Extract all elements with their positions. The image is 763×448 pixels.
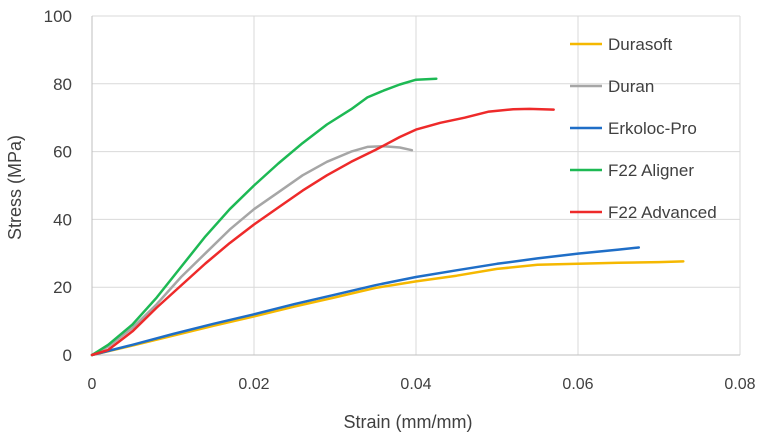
- grid-lines: [92, 15, 741, 355]
- legend-label-erkoloc-pro: Erkoloc-Pro: [608, 119, 697, 138]
- axes: [91, 16, 740, 356]
- y-axis-label: Stress (MPa): [5, 135, 25, 240]
- series-line-erkoloc-pro: [90, 246, 641, 357]
- y-tick-labels: 0 20 40 60 80 100: [44, 7, 72, 365]
- legend: Durasoft Duran Erkoloc-Pro F22 Aligner F22 A…: [570, 35, 717, 222]
- y-tick-label: 60: [53, 143, 72, 162]
- legend-label-f22-advanced: F22 Advanced: [608, 203, 717, 222]
- x-tick-label: 0.08: [724, 376, 755, 393]
- series-line-f22-aligner: [90, 77, 438, 357]
- y-tick-label: 80: [53, 75, 72, 94]
- x-tick-labels: 0 0.02 0.04 0.06 0.08: [88, 376, 756, 393]
- series-line-duran: [90, 144, 414, 357]
- y-tick-label: 100: [44, 7, 72, 26]
- series-line-f22-advanced: [90, 107, 555, 357]
- legend-label-f22-aligner: F22 Aligner: [608, 161, 694, 180]
- y-tick-label: 0: [63, 346, 72, 365]
- legend-label-duran: Duran: [608, 77, 654, 96]
- x-tick-label: 0.04: [400, 376, 431, 393]
- x-tick-label: 0: [88, 376, 97, 393]
- legend-label-durasoft: Durasoft: [608, 35, 673, 54]
- series-lines: [90, 77, 685, 357]
- y-tick-label: 40: [53, 210, 72, 229]
- x-axis-label: Strain (mm/mm): [344, 412, 473, 432]
- x-tick-label: 0.06: [562, 376, 593, 393]
- series-line-durasoft: [90, 260, 685, 357]
- x-tick-label: 0.02: [238, 376, 269, 393]
- y-tick-label: 20: [53, 278, 72, 297]
